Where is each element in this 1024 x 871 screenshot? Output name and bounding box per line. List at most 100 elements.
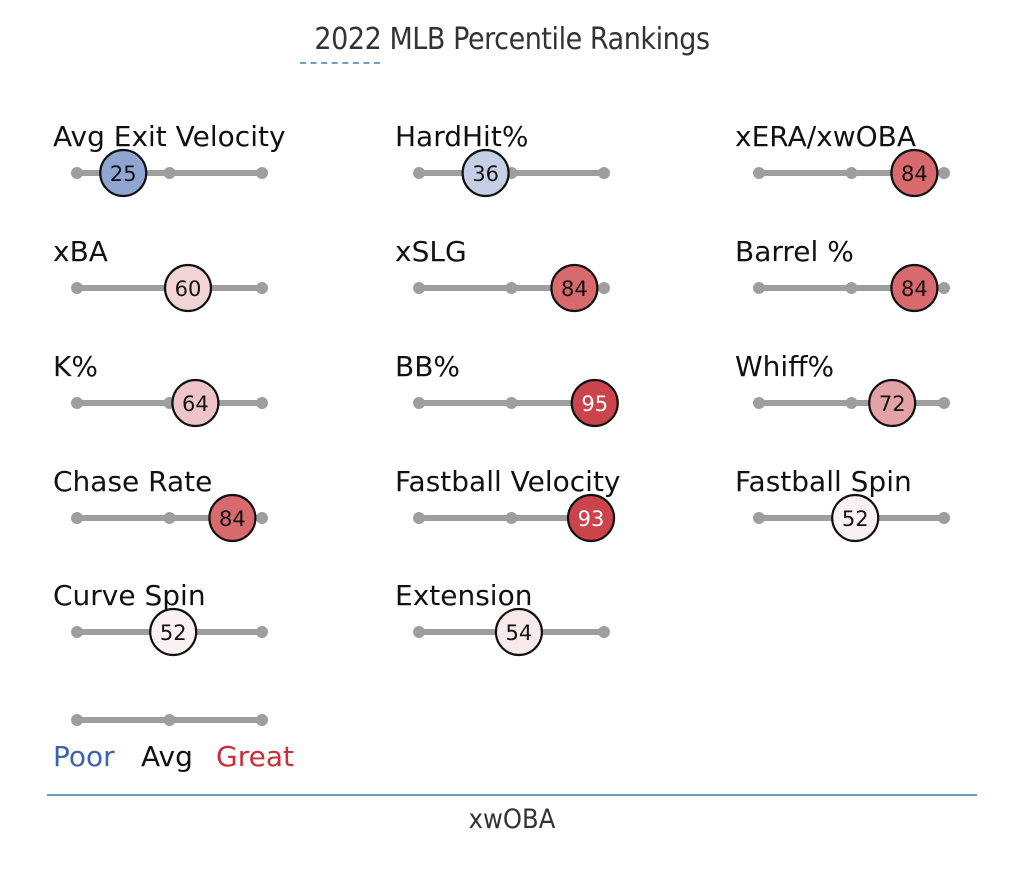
track-dot-mid bbox=[845, 167, 858, 179]
track-dot-max bbox=[938, 512, 950, 524]
metric-hardhit: HardHit% 36 bbox=[395, 120, 610, 198]
percentile-bubble bbox=[99, 148, 148, 198]
metric-label: Avg Exit Velocity bbox=[53, 120, 286, 153]
metric-label: Extension bbox=[395, 579, 532, 612]
legend-great-label: Great bbox=[216, 740, 294, 773]
track-dot-max bbox=[598, 282, 610, 294]
percentile-bubble bbox=[831, 493, 880, 543]
metric-fastball-spin: Fastball Spin 52 bbox=[735, 465, 950, 543]
legend-poor-label: Poor bbox=[53, 740, 115, 773]
metric-fastball-velocity: Fastball Velocity 93 bbox=[395, 465, 621, 543]
metric-whiff: Whiff% 72 bbox=[735, 350, 950, 428]
percentile-bubble bbox=[868, 378, 917, 428]
track-dot-mid bbox=[845, 282, 858, 294]
percentile-bubble bbox=[890, 263, 939, 313]
track-dot-max bbox=[598, 167, 610, 179]
track-dot-min bbox=[753, 512, 765, 524]
metric-avg-exit-velocity: Avg Exit Velocity 25 bbox=[53, 120, 286, 198]
track-dot-max bbox=[938, 397, 950, 409]
percentile-value: 93 bbox=[578, 507, 605, 531]
track-dot-min bbox=[71, 512, 83, 524]
metric-label: K% bbox=[53, 350, 98, 383]
metric-label: Whiff% bbox=[735, 350, 834, 383]
legend: Poor Avg Great bbox=[53, 714, 294, 773]
percentile-value: 52 bbox=[842, 507, 869, 531]
track-dot-max bbox=[598, 626, 610, 638]
track-dot-min bbox=[753, 282, 765, 294]
metric-bb: BB% 95 bbox=[395, 350, 619, 428]
track-dot-mid bbox=[845, 397, 858, 409]
percentile-bubble bbox=[461, 148, 510, 198]
percentile-bubble bbox=[890, 148, 939, 198]
percentile-value: 36 bbox=[472, 162, 499, 186]
legend-track-dot-mid bbox=[163, 714, 176, 726]
percentile-value: 84 bbox=[901, 277, 928, 301]
metric-barrel: Barrel % 84 bbox=[735, 235, 950, 313]
legend-avg-label: Avg bbox=[141, 740, 193, 773]
chart-title: 2022 MLB Percentile Rankings bbox=[314, 22, 710, 57]
track-dot-min bbox=[71, 167, 83, 179]
percentile-value: 72 bbox=[879, 392, 906, 416]
percentile-value: 64 bbox=[182, 392, 209, 416]
track-dot-min bbox=[753, 167, 765, 179]
percentile-value: 25 bbox=[110, 162, 137, 186]
percentile-bubble bbox=[171, 378, 220, 428]
metric-label: Curve Spin bbox=[53, 579, 206, 612]
metric-label: Barrel % bbox=[735, 235, 854, 268]
percentile-value: 84 bbox=[219, 507, 246, 531]
track-dot-mid bbox=[163, 167, 176, 179]
footer-divider bbox=[47, 794, 977, 796]
percentile-value: 52 bbox=[160, 621, 187, 645]
percentile-bubble bbox=[149, 607, 198, 657]
metric-chase-rate: Chase Rate 84 bbox=[53, 465, 268, 543]
track-dot-max bbox=[256, 626, 268, 638]
percentile-value: 60 bbox=[175, 277, 202, 301]
track-dot-min bbox=[413, 397, 425, 409]
metric-label: Fastball Velocity bbox=[395, 465, 621, 498]
metric-label: xERA/xwOBA bbox=[735, 120, 916, 153]
track-dot-mid bbox=[505, 282, 518, 294]
metric-label: Fastball Spin bbox=[735, 465, 912, 498]
footer-tab-xwoba[interactable]: xwOBA bbox=[468, 804, 556, 835]
metric-label: xBA bbox=[53, 235, 108, 268]
legend-track-dot-max bbox=[256, 714, 268, 726]
percentile-value: 54 bbox=[506, 621, 533, 645]
track-dot-min bbox=[71, 626, 83, 638]
percentile-bubble bbox=[550, 263, 599, 313]
metrics-layer: Avg Exit Velocity 25 HardHit% 36 xERA/xwOBA 8… bbox=[53, 120, 950, 657]
metric-label: Chase Rate bbox=[53, 465, 212, 498]
metric-label: HardHit% bbox=[395, 120, 528, 153]
track-dot-mid bbox=[505, 512, 518, 524]
percentile-bubble bbox=[566, 493, 616, 543]
track-dot-min bbox=[413, 512, 425, 524]
metric-k: K% 64 bbox=[53, 350, 268, 428]
metric-xba: xBA 60 bbox=[53, 235, 268, 313]
track-dot-max bbox=[256, 167, 268, 179]
track-dot-min bbox=[413, 282, 425, 294]
percentile-bubble bbox=[208, 493, 257, 543]
track-dot-min bbox=[71, 282, 83, 294]
metric-xera-xwoba: xERA/xwOBA 84 bbox=[735, 120, 950, 198]
track-dot-max bbox=[256, 397, 268, 409]
percentile-bubble bbox=[494, 607, 544, 657]
track-dot-max bbox=[256, 282, 268, 294]
track-dot-min bbox=[71, 397, 83, 409]
track-dot-max bbox=[938, 282, 950, 294]
track-dot-max bbox=[256, 512, 268, 524]
track-dot-mid bbox=[505, 397, 518, 409]
legend-track-dot-min bbox=[71, 714, 83, 726]
title-year-underline bbox=[300, 62, 380, 64]
metric-label: xSLG bbox=[395, 235, 467, 268]
percentile-value: 84 bbox=[561, 277, 588, 301]
metric-label: BB% bbox=[395, 350, 460, 383]
metric-curve-spin: Curve Spin 52 bbox=[53, 579, 268, 657]
percentile-value: 84 bbox=[901, 162, 928, 186]
track-dot-min bbox=[413, 167, 425, 179]
track-dot-mid bbox=[163, 512, 176, 524]
track-dot-max bbox=[938, 167, 950, 179]
metric-extension: Extension 54 bbox=[395, 579, 610, 657]
track-dot-min bbox=[753, 397, 765, 409]
percentile-value: 95 bbox=[581, 392, 608, 416]
percentile-bubble bbox=[570, 378, 619, 428]
